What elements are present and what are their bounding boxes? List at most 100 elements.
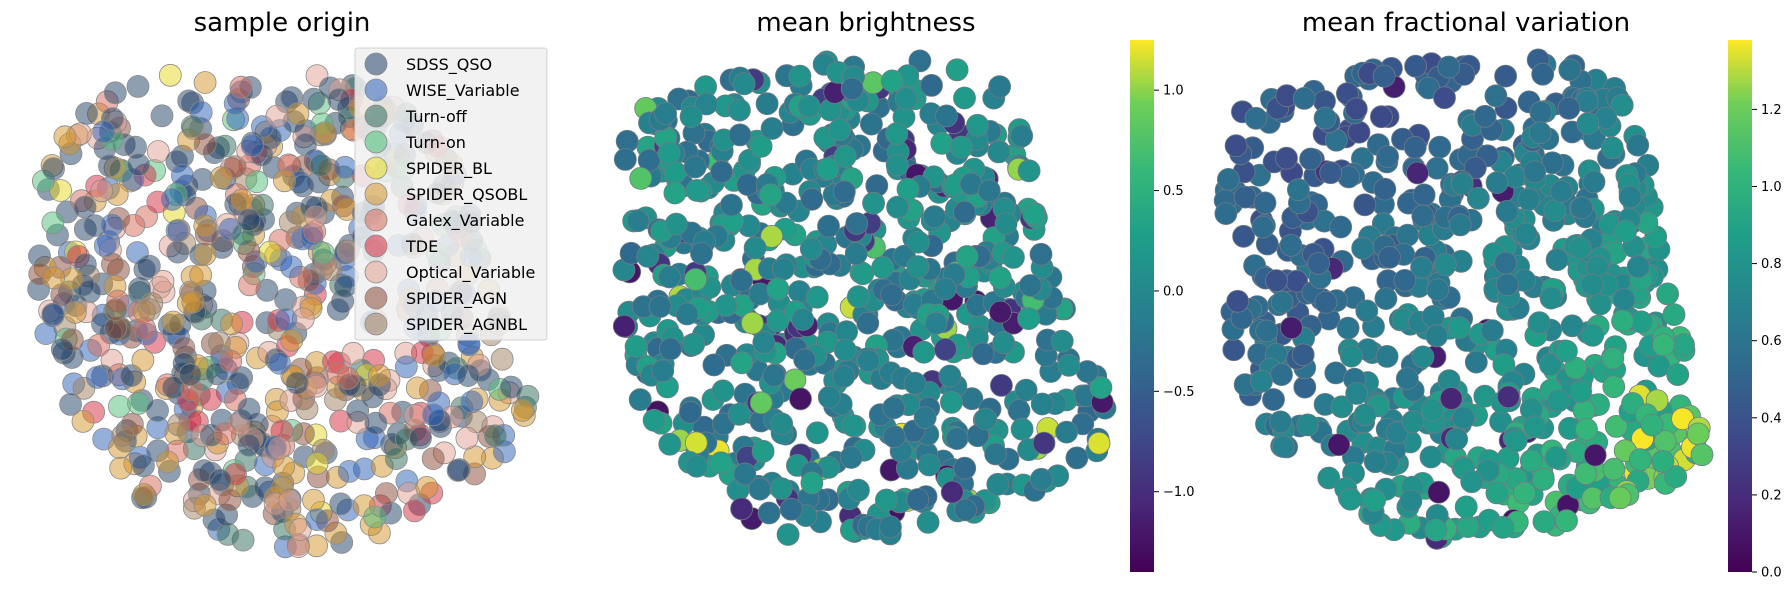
scatter-point [166, 240, 190, 264]
scatter-point [305, 508, 329, 531]
scatter-point [797, 94, 821, 118]
scatter-point [490, 347, 514, 371]
scatter-point [880, 69, 904, 93]
scatter-point [1030, 467, 1053, 491]
legend-label: Turn-on [405, 133, 466, 152]
scatter-point [709, 451, 733, 475]
panel-mean-fractional-variation: mean fractional variation 1.2 1.0 0.8 0.6 0.… [1213, 8, 1782, 581]
scatter-point [193, 242, 217, 266]
scatter-point [886, 195, 909, 219]
scatter-point [684, 268, 707, 291]
scatter-point [1445, 427, 1468, 451]
scatter-point [760, 117, 784, 140]
scatter-point [1330, 395, 1354, 419]
scatter-point [1544, 445, 1568, 469]
scatter-point [805, 285, 829, 309]
scatter-point [273, 169, 296, 193]
scatter-point [100, 213, 124, 237]
scatter-point [446, 458, 470, 482]
scatter-point [59, 392, 82, 416]
scatter-point [917, 453, 941, 477]
scatter-point [1251, 215, 1275, 239]
scatter-point [1608, 486, 1632, 510]
scatter-point [984, 442, 1007, 466]
scatter-points-mean-fractional-variation [1213, 48, 1714, 550]
legend-label: SDSS_QSO [406, 55, 492, 75]
scatter-point [1523, 415, 1547, 439]
scatter-point [841, 414, 865, 438]
chart-title: mean brightness [756, 8, 975, 38]
scatter-point [103, 81, 127, 105]
scatter-point [1010, 124, 1034, 148]
scatter-point [987, 140, 1011, 164]
scatter-point [85, 365, 109, 389]
scatter-point [193, 132, 217, 156]
scatter-point [1270, 363, 1293, 387]
colorbar-tick-label: 0.5 [1163, 184, 1184, 199]
scatter-point [1374, 287, 1398, 311]
scatter-point [629, 166, 653, 190]
scatter-point [684, 431, 708, 455]
legend-marker [364, 260, 388, 284]
scatter-point [132, 483, 156, 507]
scatter-point [977, 179, 1001, 203]
scatter-point [1666, 363, 1690, 387]
scatter-point [933, 277, 957, 301]
scatter-point [1656, 282, 1679, 306]
scatter-point [1612, 288, 1636, 311]
scatter-point [267, 351, 291, 375]
scatter-point [1395, 367, 1419, 391]
scatter-point [53, 125, 77, 149]
scatter-point [1292, 87, 1316, 110]
scatter-point [757, 501, 781, 525]
scatter-point [333, 155, 357, 179]
scatter-point [422, 344, 446, 368]
scatter-point [421, 447, 445, 471]
scatter-point [1017, 307, 1040, 331]
scatter-point [1272, 435, 1295, 459]
colorbar-tick-label: −1.0 [1163, 485, 1195, 500]
scatter-point [857, 349, 880, 373]
scatter-point [1495, 199, 1519, 223]
scatter-point [1690, 443, 1714, 467]
legend-label: WISE_Variable [406, 81, 520, 101]
scatter-point [278, 489, 302, 513]
scatter-point [1558, 58, 1582, 82]
scatter-point [193, 493, 217, 517]
scatter-point [1089, 376, 1113, 399]
colorbar-tick-label: −0.5 [1163, 385, 1195, 400]
scatter-point [741, 311, 764, 335]
scatter-point [1327, 433, 1351, 457]
scatter-point [954, 498, 977, 522]
scatter-point [34, 322, 58, 346]
colorbar-tick-label: 0.2 [1761, 488, 1782, 503]
scatter-point [237, 397, 261, 421]
panel-mean-brightness: mean brightness 1.0 0.5 0.0 −0.5 −1.0 [612, 8, 1195, 572]
scatter-point [1557, 96, 1581, 120]
colorbar-tick-label: 1.2 [1761, 103, 1782, 118]
scatter-point [1353, 193, 1377, 217]
scatter-point [1456, 515, 1480, 538]
legend-label: SPIDER_BL [406, 159, 492, 179]
scatter-point [329, 492, 353, 516]
scatter-point [311, 241, 335, 265]
scatter-point [326, 297, 350, 321]
legend-marker [364, 52, 388, 76]
scatter-point [313, 121, 337, 145]
scatter-point [126, 75, 150, 98]
scatter-point [749, 391, 773, 415]
scatter-point [409, 426, 432, 450]
scatter-point [1672, 333, 1695, 357]
scatter-point [1425, 156, 1449, 180]
scatter-point [685, 178, 709, 202]
scatter-point [209, 166, 233, 190]
scatter-point [207, 331, 231, 355]
scatter-point [93, 234, 117, 258]
scatter-point [1485, 481, 1509, 505]
scatter-point [1265, 269, 1288, 293]
legend-marker [364, 78, 388, 102]
scatter-point [1279, 233, 1303, 257]
scatter-point [1652, 333, 1675, 357]
scatter-point [654, 102, 677, 125]
scatter-point [727, 402, 751, 426]
